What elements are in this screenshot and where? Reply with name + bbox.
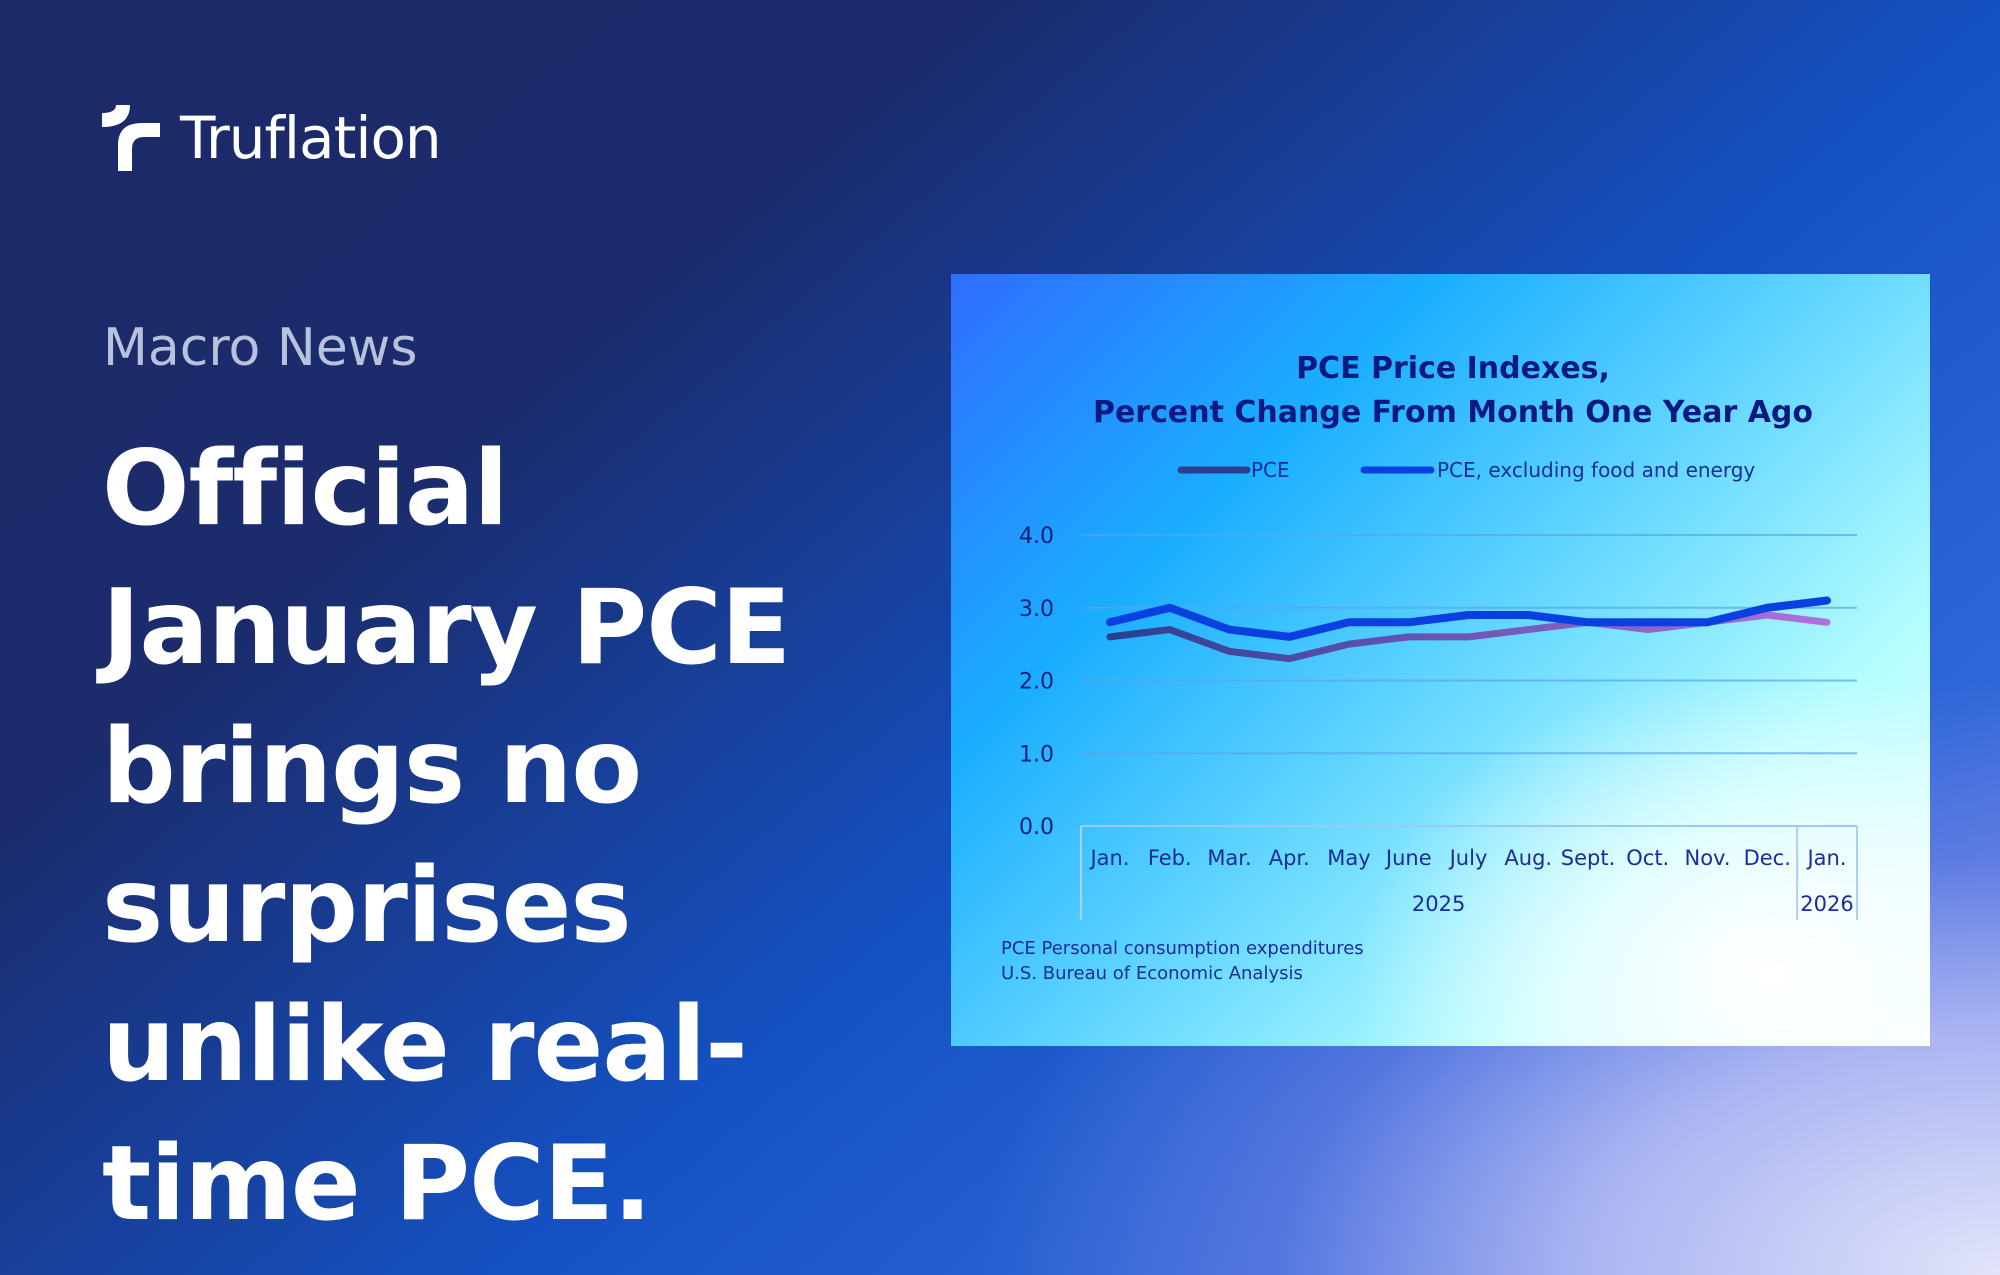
truflation-mark-icon	[102, 105, 160, 171]
x-tick-label: Feb.	[1148, 846, 1192, 870]
y-tick-label: 0.0	[1019, 815, 1054, 840]
x-tick-label: July	[1448, 846, 1488, 870]
y-tick-label: 3.0	[1019, 597, 1054, 622]
headline: Official January PCE brings no surprises…	[102, 429, 791, 1244]
x-tick-label: Jan.	[1805, 846, 1846, 870]
legend-label-pce: PCE	[1251, 458, 1290, 482]
legend-label-core: PCE, excluding food and energy	[1437, 458, 1755, 482]
y-tick-label: 1.0	[1019, 742, 1054, 767]
x-tick-label: Mar.	[1207, 846, 1251, 870]
chart-title-line1: PCE Price Indexes,	[1296, 351, 1610, 386]
x-tick-label: Aug.	[1504, 846, 1552, 870]
category-label: Macro News	[103, 318, 418, 378]
pce-chart: PCE Price Indexes, Percent Change From M…	[951, 274, 1930, 1046]
x-year-label: 2026	[1800, 892, 1853, 916]
x-tick-label: June	[1384, 846, 1432, 870]
x-year-label: 2025	[1412, 892, 1465, 916]
y-tick-label: 2.0	[1019, 670, 1054, 695]
x-tick-label: Jan.	[1088, 846, 1129, 870]
x-tick-label: Oct.	[1626, 846, 1669, 870]
truflation-logo: Truflation	[102, 104, 442, 172]
y-tick-label: 4.0	[1019, 524, 1054, 549]
brand-name: Truflation	[180, 104, 442, 172]
x-tick-label: Sept.	[1561, 846, 1616, 870]
series-line-core-pce	[1106, 596, 1831, 641]
x-tick-label: May	[1327, 846, 1370, 870]
x-tick-label: Apr.	[1269, 846, 1310, 870]
footnote-1: PCE Personal consumption expenditures	[1001, 938, 1364, 959]
chart-svg: PCE Price Indexes, Percent Change From M…	[1001, 351, 1858, 984]
chart-legend: PCE PCE, excluding food and energy	[1177, 458, 1755, 482]
chart-title-line2: Percent Change From Month One Year Ago	[1093, 395, 1813, 430]
x-tick-label: Nov.	[1684, 846, 1730, 870]
footnote-2: U.S. Bureau of Economic Analysis	[1001, 963, 1303, 984]
x-tick-label: Dec.	[1744, 846, 1791, 870]
